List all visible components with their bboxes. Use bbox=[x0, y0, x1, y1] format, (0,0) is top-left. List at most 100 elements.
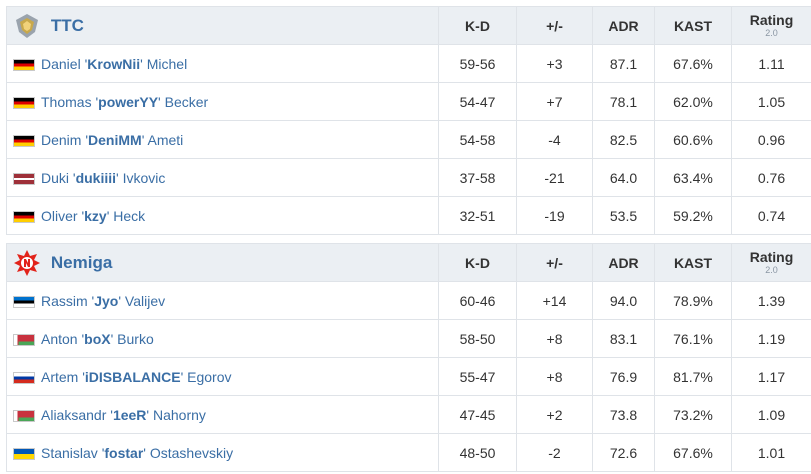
player-name-link[interactable]: Denim 'DeniMM' Ameti bbox=[41, 131, 184, 148]
flag-ua-icon bbox=[13, 447, 35, 460]
flag-de-icon bbox=[13, 134, 35, 147]
adr-value: 87.1 bbox=[592, 44, 655, 83]
team-header: TTC bbox=[6, 6, 439, 45]
kast-value: 63.4% bbox=[654, 158, 732, 197]
kd-value: 54-58 bbox=[438, 120, 517, 159]
kd-value: 58-50 bbox=[438, 319, 517, 358]
player-cell: Thomas 'powerYY' Becker bbox=[6, 82, 439, 121]
team-name-link[interactable]: TTC bbox=[50, 15, 84, 35]
col-rating: Rating 2.0 bbox=[731, 6, 811, 45]
player-last-name: Nahorny bbox=[152, 406, 206, 423]
kd-value: 59-56 bbox=[438, 44, 517, 83]
player-row: Artem 'iDISBALANCE' Egorov 55-47 +8 76.9 81.… bbox=[6, 357, 811, 396]
ttc-logo-icon bbox=[13, 12, 41, 40]
col-adr: ADR bbox=[592, 243, 655, 282]
player-first-name: Duki bbox=[41, 169, 70, 186]
player-row: Daniel 'KrowNii' Michel 59-56 +3 87.1 67.6% 1… bbox=[6, 44, 811, 83]
col-rating-version: 2.0 bbox=[765, 264, 778, 275]
rating-value: 0.74 bbox=[731, 196, 811, 235]
plus-minus-value: +7 bbox=[516, 82, 593, 121]
plus-minus-value: -2 bbox=[516, 433, 593, 472]
flag-by-icon bbox=[13, 333, 35, 346]
col-rating-label: Rating bbox=[749, 248, 794, 265]
player-first-name: Denim bbox=[41, 131, 82, 148]
col-kd: K-D bbox=[438, 243, 517, 282]
player-row: Oliver 'kzy' Heck 32-51 -19 53.5 59.2% 0.74 bbox=[6, 196, 811, 235]
team-stats-table-nemiga: Nemiga K-D +/- ADR KAST Rating 2.0 Rassi… bbox=[6, 243, 811, 472]
plus-minus-value: +2 bbox=[516, 395, 593, 434]
player-last-name: Ivkovic bbox=[122, 169, 166, 186]
kast-value: 78.9% bbox=[654, 281, 732, 320]
player-cell: Duki 'dukiiii' Ivkovic bbox=[6, 158, 439, 197]
player-nickname: fostar bbox=[104, 444, 144, 461]
adr-value: 82.5 bbox=[592, 120, 655, 159]
kd-value: 47-45 bbox=[438, 395, 517, 434]
player-row: Rassim 'Jyo' Valijev 60-46 +14 94.0 78.9% 1.3… bbox=[6, 281, 811, 320]
player-cell: Oliver 'kzy' Heck bbox=[6, 196, 439, 235]
table-header: Nemiga K-D +/- ADR KAST Rating 2.0 bbox=[6, 243, 811, 282]
kast-value: 81.7% bbox=[654, 357, 732, 396]
rating-value: 0.96 bbox=[731, 120, 811, 159]
player-first-name: Daniel bbox=[41, 55, 81, 72]
table-header: TTC K-D +/- ADR KAST Rating 2.0 bbox=[6, 6, 811, 45]
col-rating-label: Rating bbox=[749, 11, 794, 28]
rating-value: 1.17 bbox=[731, 357, 811, 396]
plus-minus-value: -4 bbox=[516, 120, 593, 159]
kast-value: 60.6% bbox=[654, 120, 732, 159]
adr-value: 72.6 bbox=[592, 433, 655, 472]
player-last-name: Valijev bbox=[124, 292, 166, 309]
col-adr: ADR bbox=[592, 6, 655, 45]
player-name-link[interactable]: Daniel 'KrowNii' Michel bbox=[41, 55, 188, 72]
kd-value: 32-51 bbox=[438, 196, 517, 235]
player-cell: Denim 'DeniMM' Ameti bbox=[6, 120, 439, 159]
player-name-link[interactable]: Artem 'iDISBALANCE' Egorov bbox=[41, 368, 232, 385]
plus-minus-value: -21 bbox=[516, 158, 593, 197]
col-plus-minus: +/- bbox=[516, 243, 593, 282]
player-name-link[interactable]: Rassim 'Jyo' Valijev bbox=[41, 292, 166, 309]
player-first-name: Anton bbox=[41, 330, 78, 347]
rating-value: 1.09 bbox=[731, 395, 811, 434]
rating-value: 1.01 bbox=[731, 433, 811, 472]
plus-minus-value: -19 bbox=[516, 196, 593, 235]
plus-minus-value: +3 bbox=[516, 44, 593, 83]
player-last-name: Becker bbox=[164, 93, 209, 110]
flag-de-icon bbox=[13, 58, 35, 71]
rating-value: 1.11 bbox=[731, 44, 811, 83]
player-name-link[interactable]: Oliver 'kzy' Heck bbox=[41, 207, 146, 224]
adr-value: 78.1 bbox=[592, 82, 655, 121]
col-rating: Rating 2.0 bbox=[731, 243, 811, 282]
col-kast: KAST bbox=[654, 6, 732, 45]
player-nickname: kzy bbox=[84, 207, 107, 224]
flag-de-icon bbox=[13, 210, 35, 223]
player-nickname: KrowNii bbox=[87, 55, 141, 72]
player-cell: Rassim 'Jyo' Valijev bbox=[6, 281, 439, 320]
player-name-link[interactable]: Anton 'boX' Burko bbox=[41, 330, 154, 347]
player-row: Denim 'DeniMM' Ameti 54-58 -4 82.5 60.6% 0.96 bbox=[6, 120, 811, 159]
player-nickname: DeniMM bbox=[88, 131, 142, 148]
adr-value: 53.5 bbox=[592, 196, 655, 235]
kast-value: 62.0% bbox=[654, 82, 732, 121]
player-name-link[interactable]: Duki 'dukiiii' Ivkovic bbox=[41, 169, 166, 186]
plus-minus-value: +8 bbox=[516, 357, 593, 396]
kast-value: 67.6% bbox=[654, 433, 732, 472]
player-nickname: Jyo bbox=[94, 292, 119, 309]
team-name-link[interactable]: Nemiga bbox=[50, 252, 113, 272]
kd-value: 54-47 bbox=[438, 82, 517, 121]
team-header: Nemiga bbox=[6, 243, 439, 282]
player-row: Duki 'dukiiii' Ivkovic 37-58 -21 64.0 63.4% 0… bbox=[6, 158, 811, 197]
player-last-name: Ostashevskiy bbox=[149, 444, 234, 461]
player-first-name: Stanislav bbox=[41, 444, 98, 461]
rating-value: 0.76 bbox=[731, 158, 811, 197]
player-cell: Anton 'boX' Burko bbox=[6, 319, 439, 358]
adr-value: 73.8 bbox=[592, 395, 655, 434]
player-row: Aliaksandr '1eeR' Nahorny 47-45 +2 73.8 73.2… bbox=[6, 395, 811, 434]
plus-minus-value: +8 bbox=[516, 319, 593, 358]
player-name-link[interactable]: Thomas 'powerYY' Becker bbox=[41, 93, 209, 110]
player-name-link[interactable]: Stanislav 'fostar' Ostashevskiy bbox=[41, 444, 234, 461]
player-name-link[interactable]: Aliaksandr '1eeR' Nahorny bbox=[41, 406, 206, 423]
plus-minus-value: +14 bbox=[516, 281, 593, 320]
player-cell: Daniel 'KrowNii' Michel bbox=[6, 44, 439, 83]
player-nickname: dukiiii bbox=[75, 169, 117, 186]
adr-value: 76.9 bbox=[592, 357, 655, 396]
player-nickname: powerYY bbox=[98, 93, 159, 110]
